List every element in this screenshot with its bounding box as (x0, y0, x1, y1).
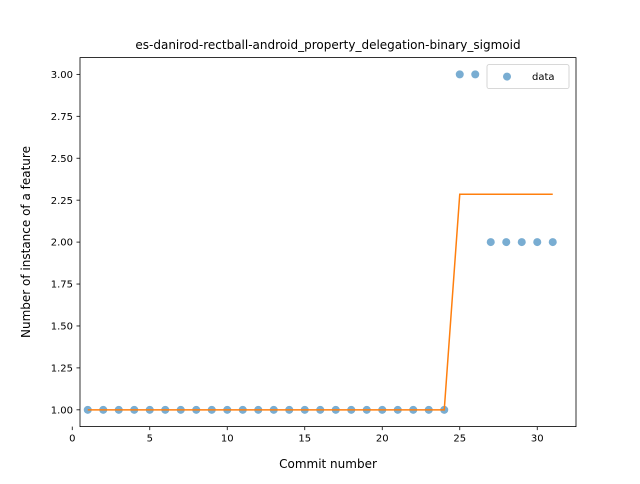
y-tick-label: 2.25 (51, 196, 73, 207)
data-point (548, 238, 557, 247)
legend: data (486, 64, 570, 89)
y-tick-label: 2.00 (51, 238, 73, 249)
y-tick-label: 1.00 (51, 405, 73, 416)
y-tick-label: 2.75 (51, 112, 73, 123)
plot-area (83, 70, 557, 414)
y-tick-label: 2.50 (51, 154, 73, 165)
legend-marker (503, 72, 511, 81)
data-point (533, 238, 542, 247)
y-tick-label: 1.75 (51, 280, 73, 291)
x-tick-label: 25 (453, 434, 466, 445)
legend-label: data (532, 72, 555, 83)
x-axis-label: Commit number (279, 457, 377, 471)
x-tick-label: 10 (221, 434, 234, 445)
y-tick-label: 1.25 (51, 363, 73, 374)
x-tick-label: 5 (147, 434, 153, 445)
data-point (502, 238, 511, 247)
x-tick-label: 15 (298, 434, 311, 445)
data-point (471, 70, 480, 79)
data-point (517, 238, 526, 247)
fit-line (87, 193, 553, 411)
chart-title: es-danirod-rectball-android_property_del… (135, 38, 520, 52)
x-tick-label: 0 (69, 434, 75, 445)
data-point (486, 238, 495, 247)
x-tick-label: 20 (376, 434, 389, 445)
legend-box (486, 64, 570, 89)
y-tick-label: 1.50 (51, 322, 73, 333)
y-axis-label: Number of instance of a feature (19, 146, 33, 338)
data-point (455, 70, 464, 79)
x-tick-label: 30 (531, 434, 544, 445)
y-tick-label: 3.00 (51, 70, 73, 81)
axes: 0 5 10 15 20 25 30 1.00 1.25 1.50 1.75 2.00 2.25 2.50… (51, 57, 577, 445)
